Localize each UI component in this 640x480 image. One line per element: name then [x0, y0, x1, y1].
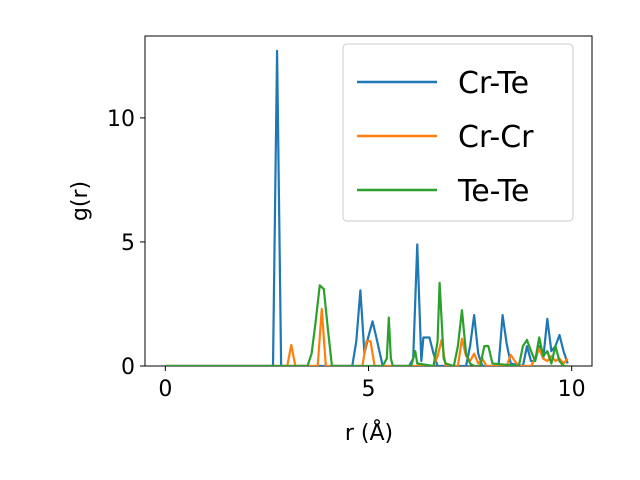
series-line-cr-cr [165, 307, 569, 366]
series-layer [165, 49, 569, 366]
y-tick-label: 10 [107, 107, 135, 132]
y-tick-label: 5 [121, 231, 135, 256]
x-tick-label: 10 [558, 377, 586, 402]
y-axis-label: g(r) [68, 181, 93, 221]
ticks-layer: 0 5 10 0 5 10 [107, 107, 586, 402]
legend-box [342, 43, 574, 222]
legend-label-te-te: Te-Te [457, 174, 529, 209]
x-tick-label: 0 [158, 377, 172, 402]
x-tick-label: 5 [362, 377, 376, 402]
legend-label-cr-te: Cr-Te [458, 66, 529, 101]
legend-label-cr-cr: Cr-Cr [458, 120, 534, 155]
x-axis-label: r (Å) [345, 419, 393, 446]
y-tick-label: 0 [121, 355, 135, 380]
legend: Cr-Te Cr-Cr Te-Te [342, 43, 574, 222]
series-line-te-te [165, 281, 568, 366]
